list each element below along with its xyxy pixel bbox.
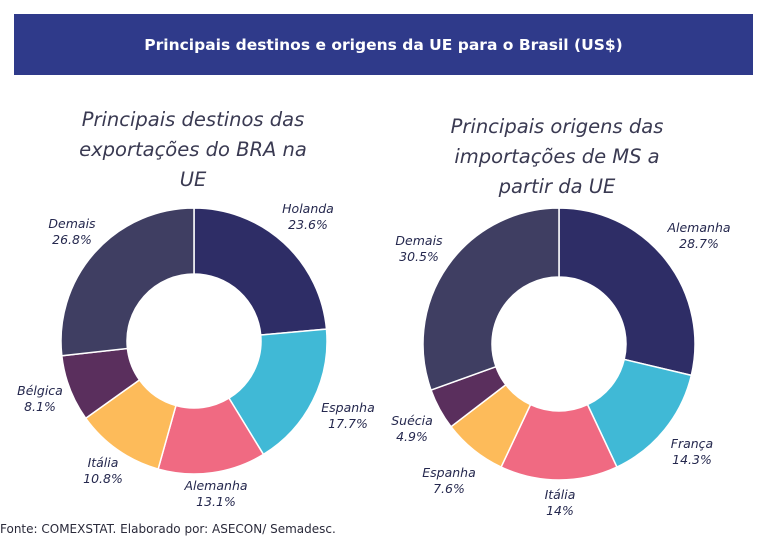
label-espanha: Espanha (422, 465, 476, 480)
chart-title-line: Principais origens das (451, 115, 664, 138)
slice-demais (60, 207, 195, 357)
slice-holanda (193, 207, 328, 336)
slice-demais (422, 207, 560, 392)
chart-title-line: exportações do BRA na (79, 138, 307, 161)
chart-title-line: importações de MS a (454, 145, 659, 168)
label-demais: Demais (48, 216, 96, 231)
label-suecia: Suécia (391, 413, 433, 428)
label-italia: Itália (545, 487, 576, 502)
header-banner: Principais destinos e origens da UE para… (14, 14, 753, 75)
value-espanha: 17.7% (328, 416, 368, 431)
label-alemanha: Alemanha (666, 220, 730, 235)
source-footnote: Fonte: COMEXSTAT. Elaborado por: ASECON/… (0, 522, 336, 536)
value-belgica: 8.1% (24, 399, 56, 414)
slice-alemanha (558, 207, 696, 377)
donut-chart-1: Principais destinos das exportações do BR… (17, 108, 375, 509)
chart-title-line: partir da UE (498, 175, 616, 198)
value-alemanha: 28.7% (679, 236, 719, 251)
label-holanda: Holanda (282, 201, 334, 216)
value-franca: 14.3% (672, 452, 712, 467)
donut-charts: Principais destinos das exportações do BR… (17, 108, 730, 518)
chart-title-line: Principais destinos das (82, 108, 305, 131)
value-holanda: 23.6% (288, 217, 328, 232)
value-espanha: 7.6% (433, 481, 465, 496)
chart-title-line: UE (180, 168, 207, 191)
label-italia: Itália (88, 455, 119, 470)
label-alemanha: Alemanha (183, 478, 247, 493)
slice-espanha (227, 328, 328, 456)
label-belgica: Bélgica (17, 383, 63, 398)
donut-chart-2: Principais origens das importações de MS … (391, 115, 730, 518)
value-demais: 26.8% (52, 232, 92, 247)
value-italia: 10.8% (83, 471, 123, 486)
value-demais: 30.5% (399, 249, 439, 264)
header-title: Principais destinos e origens da UE para… (144, 35, 623, 54)
label-espanha: Espanha (321, 400, 375, 415)
label-demais: Demais (395, 233, 443, 248)
label-franca: França (671, 436, 713, 451)
value-suecia: 4.9% (396, 429, 428, 444)
value-italia: 14% (546, 503, 574, 518)
value-alemanha: 13.1% (196, 494, 236, 509)
